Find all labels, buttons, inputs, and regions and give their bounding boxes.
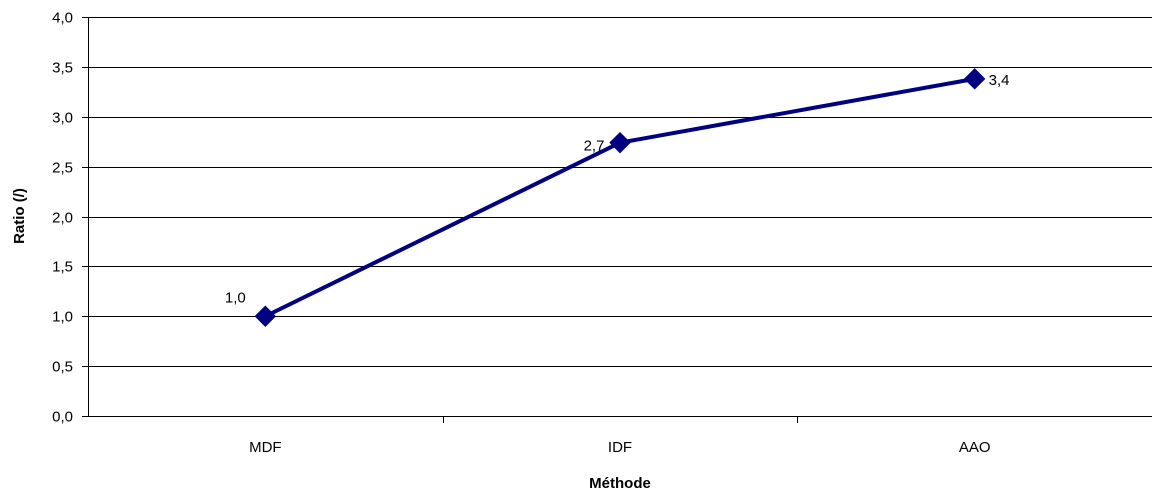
y-axis-title: Ratio (/) — [11, 188, 28, 244]
y-tick-label: 3,0 — [52, 110, 73, 127]
grid-lines — [88, 17, 1152, 367]
data-point-marker — [254, 305, 277, 327]
axes — [82, 17, 1152, 423]
data-labels: 1,0 2,7 3,4 — [225, 72, 1010, 306]
x-tick-label: MDF — [249, 439, 282, 456]
data-label: 2,7 — [584, 138, 605, 155]
y-tick-label: 1,0 — [52, 309, 73, 326]
series-line — [264, 76, 976, 319]
y-tick-labels: 0,0 0,5 1,0 1,5 2,0 2,5 3,0 3,5 4,0 — [52, 10, 73, 426]
x-tick-label: AAO — [959, 439, 991, 456]
y-tick-label: 2,0 — [52, 210, 73, 227]
data-markers — [254, 68, 986, 327]
y-tick-label: 4,0 — [52, 10, 73, 27]
x-axis-title: Méthode — [589, 475, 651, 491]
x-tick-label: IDF — [608, 439, 632, 456]
y-tick-label: 3,5 — [52, 60, 73, 77]
y-tick-label: 2,5 — [52, 160, 73, 177]
y-tick-label: 0,5 — [52, 359, 73, 376]
y-tick-label: 0,0 — [52, 409, 73, 426]
data-point-marker — [963, 68, 986, 90]
y-tick-label: 1,5 — [52, 259, 73, 276]
series-line-path — [264, 76, 976, 319]
x-tick-labels: MDF IDF AAO — [249, 439, 990, 456]
data-label: 3,4 — [989, 72, 1010, 89]
data-point-marker — [609, 131, 631, 154]
data-label: 1,0 — [225, 289, 246, 306]
